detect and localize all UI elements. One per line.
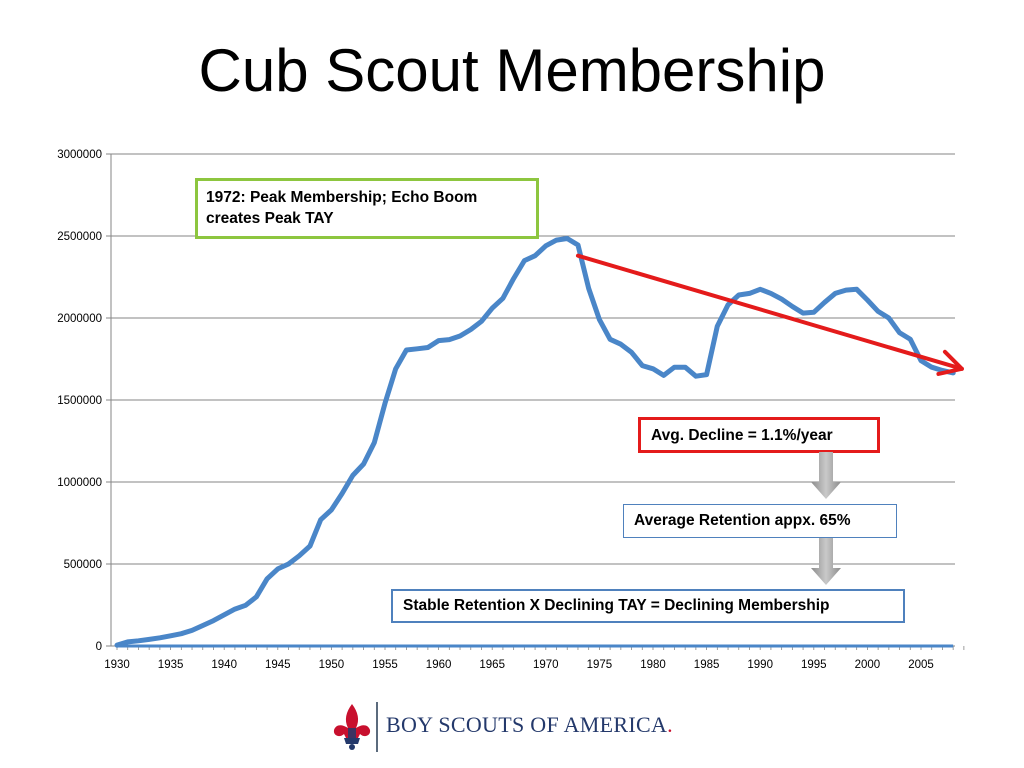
down-arrow-icon <box>811 538 841 585</box>
x-tick-label: 1955 <box>372 659 398 671</box>
x-tick-label: 1935 <box>158 659 184 671</box>
x-tick-label: 1940 <box>211 659 237 671</box>
trend-arrow-head <box>936 349 964 376</box>
x-tick-label: 1980 <box>640 659 666 671</box>
x-tick-label: 2000 <box>855 659 881 671</box>
series-group <box>114 236 956 648</box>
x-tick-label: 1975 <box>587 659 613 671</box>
y-tick-label: 1000000 <box>57 477 102 489</box>
trend-arrow-line <box>575 253 964 371</box>
peak-annotation-box: 1972: Peak Membership; Echo Boom creates… <box>195 178 539 239</box>
y-tick-label: 2500000 <box>57 231 102 243</box>
x-tick-label: 1990 <box>747 659 773 671</box>
x-tick-label: 1960 <box>426 659 452 671</box>
y-tick-label: 1500000 <box>57 395 102 407</box>
y-tick-label: 3000000 <box>57 149 102 161</box>
x-tick-label: 1995 <box>801 659 827 671</box>
x-tick-label: 2005 <box>908 659 934 671</box>
x-axis-tick-labels: 1930 1935 1940 1945 1950 1955 1960 1965 1970 1975… <box>104 659 934 671</box>
trend-arrow-group <box>575 253 964 376</box>
series-line <box>114 236 956 648</box>
stable-retention-annotation-box: Stable Retention X Declining TAY = Decli… <box>391 589 905 623</box>
x-tick-label: 1965 <box>479 659 505 671</box>
grid-lines <box>111 153 955 565</box>
x-tick-label: 1970 <box>533 659 559 671</box>
y-tick-label: 0 <box>96 641 102 653</box>
fleur-de-lis-icon <box>333 704 371 750</box>
slide-title: Cub Scout Membership <box>198 37 826 104</box>
y-axis-tick-labels: 0 500000 1000000 1500000 2000000 2500000 30000… <box>57 149 102 653</box>
x-tick-label: 1930 <box>104 659 130 671</box>
logo-divider <box>376 702 378 752</box>
y-tick-label: 2000000 <box>57 313 102 325</box>
logo-wordmark: BOY SCOUTS OF AMERICA. <box>386 712 673 738</box>
decline-annotation-box: Avg. Decline = 1.1%/year <box>638 417 880 453</box>
logo-trailing-mark: . <box>667 712 673 737</box>
down-arrow-icon <box>811 452 841 499</box>
x-tick-label: 1945 <box>265 659 291 671</box>
x-tick-label: 1985 <box>694 659 720 671</box>
x-tick-label: 1950 <box>319 659 345 671</box>
y-tick-label: 500000 <box>64 559 102 571</box>
logo-text: BOY SCOUTS OF AMERICA <box>386 712 668 737</box>
membership-line-chart: 0 500000 1000000 1500000 2000000 2500000 30000… <box>57 149 965 671</box>
retention-annotation-box: Average Retention appx. 65% <box>623 504 897 538</box>
